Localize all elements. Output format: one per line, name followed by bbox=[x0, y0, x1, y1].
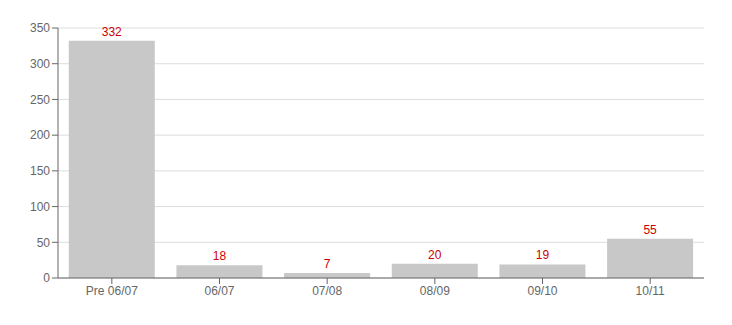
svg-text:250: 250 bbox=[30, 93, 50, 107]
svg-text:0: 0 bbox=[43, 271, 50, 285]
svg-text:Pre 06/07: Pre 06/07 bbox=[86, 284, 138, 298]
svg-text:100: 100 bbox=[30, 200, 50, 214]
svg-text:08/09: 08/09 bbox=[420, 284, 450, 298]
svg-text:200: 200 bbox=[30, 128, 50, 142]
svg-text:332: 332 bbox=[102, 25, 122, 39]
svg-text:50: 50 bbox=[37, 236, 51, 250]
svg-text:20: 20 bbox=[428, 248, 442, 262]
svg-text:18: 18 bbox=[213, 249, 227, 263]
svg-text:19: 19 bbox=[536, 248, 550, 262]
svg-text:300: 300 bbox=[30, 57, 50, 71]
svg-text:7: 7 bbox=[324, 257, 331, 271]
svg-text:10/11: 10/11 bbox=[636, 284, 665, 298]
svg-text:55: 55 bbox=[643, 223, 657, 237]
svg-text:07/08: 07/08 bbox=[312, 284, 342, 298]
svg-text:09/10: 09/10 bbox=[527, 284, 557, 298]
svg-text:150: 150 bbox=[30, 164, 50, 178]
svg-text:350: 350 bbox=[30, 21, 50, 35]
svg-text:06/07: 06/07 bbox=[204, 284, 234, 298]
